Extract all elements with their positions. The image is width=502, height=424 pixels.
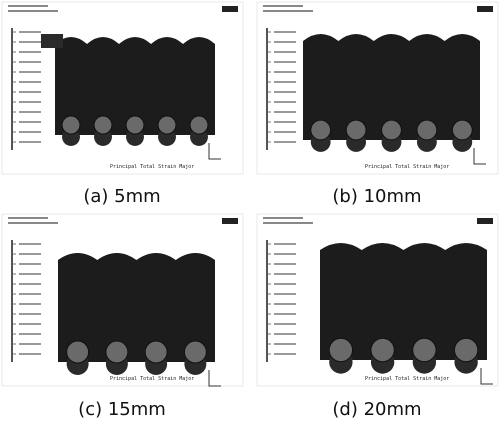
legend-text <box>19 303 41 305</box>
legend-text <box>19 333 41 335</box>
hole <box>190 116 208 134</box>
result-label: Principal Total Strain Major <box>110 376 194 382</box>
panel: Principal Total Strain Major (c) 15mm <box>2 214 243 420</box>
hole <box>158 116 176 134</box>
legend-text <box>19 323 41 325</box>
corner-box <box>222 6 238 12</box>
legend-text <box>19 343 41 345</box>
caption: (d) 20mm <box>332 399 421 420</box>
legend-text <box>274 343 296 345</box>
legend-text <box>274 61 296 63</box>
legend-text <box>19 243 41 245</box>
legend-text <box>19 283 41 285</box>
legend-text <box>274 283 296 285</box>
legend-text <box>274 51 296 53</box>
legend-text <box>274 81 296 83</box>
legend-text <box>274 243 296 245</box>
legend-text <box>274 121 296 123</box>
figure: Principal Total Strain Major(a) 5mmPrinc… <box>0 0 502 424</box>
page: {"panels": [ {"caption": "(a) 5mm", "lab… <box>0 0 502 424</box>
legend-text <box>19 273 41 275</box>
legend-text <box>274 253 296 255</box>
legend-text <box>19 253 41 255</box>
hole <box>94 116 112 134</box>
legend-text <box>274 323 296 325</box>
hole <box>417 120 437 140</box>
legend-text <box>274 333 296 335</box>
legend-text <box>274 273 296 275</box>
hole <box>346 120 366 140</box>
header-text <box>263 222 313 224</box>
legend-text <box>274 71 296 73</box>
legend-text <box>19 51 41 53</box>
legend-text <box>274 313 296 315</box>
legend-text <box>274 293 296 295</box>
corner-box <box>477 6 493 12</box>
header-text <box>8 217 48 219</box>
legend-text <box>274 131 296 133</box>
header-text <box>8 10 58 12</box>
legend-text <box>19 61 41 63</box>
hole <box>452 120 472 140</box>
legend-text <box>19 81 41 83</box>
legend-text <box>274 303 296 305</box>
panel: Principal Total Strain Major (b) 10mm <box>257 2 498 207</box>
panel: Principal Total Strain Major (a) 5mm <box>2 2 243 207</box>
result-label: Principal Total Strain Major <box>110 164 194 170</box>
caption: (b) 10mm <box>332 186 421 207</box>
legend-text <box>19 71 41 73</box>
hole <box>311 120 331 140</box>
legend-text <box>19 293 41 295</box>
caption: (a) 5mm <box>83 186 160 207</box>
legend-text <box>274 91 296 93</box>
legend-text <box>19 131 41 133</box>
hole <box>62 116 80 134</box>
header-text <box>263 217 303 219</box>
legend-text <box>274 141 296 143</box>
result-label: Principal Total Strain Major <box>365 164 449 170</box>
legend-text <box>274 31 296 33</box>
header-text <box>263 10 313 12</box>
hole <box>454 338 477 361</box>
legend-text <box>19 141 41 143</box>
header-text <box>8 5 48 7</box>
caption: (c) 15mm <box>78 399 166 420</box>
legend-text <box>19 353 41 355</box>
hole <box>371 338 394 361</box>
hole <box>126 116 144 134</box>
legend-text <box>19 313 41 315</box>
corner-box <box>222 218 238 224</box>
legend-text <box>274 101 296 103</box>
legend-text <box>19 121 41 123</box>
header-text <box>8 222 58 224</box>
legend-text <box>19 31 41 33</box>
legend-text <box>274 353 296 355</box>
legend-text <box>19 111 41 113</box>
result-label: Principal Total Strain Major <box>365 376 449 382</box>
legend-text <box>19 91 41 93</box>
legend-text <box>274 263 296 265</box>
hole <box>184 341 206 363</box>
hole <box>382 120 402 140</box>
header-text <box>263 5 303 7</box>
legend-text <box>274 41 296 43</box>
hole <box>106 341 128 363</box>
hole <box>413 338 436 361</box>
panel: Principal Total Strain Major (d) 20mm <box>257 214 498 420</box>
hole <box>67 341 89 363</box>
legend-text <box>274 111 296 113</box>
hole <box>145 341 167 363</box>
legend-text <box>19 263 41 265</box>
specimen-tab <box>41 34 63 48</box>
legend-text <box>19 101 41 103</box>
corner-box <box>477 218 493 224</box>
hole <box>329 338 352 361</box>
legend-text <box>19 41 41 43</box>
